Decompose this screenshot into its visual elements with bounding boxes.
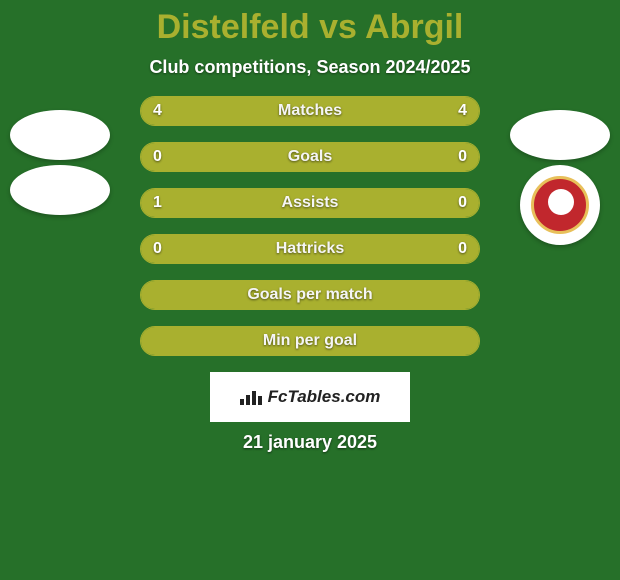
branding-text: FcTables.com [268,387,381,407]
stats-comparison: Matches44Goals00Assists10Hattricks00Goal… [140,96,480,356]
crest-shape-icon [531,176,589,234]
stat-row: Hattricks 0 0 [140,234,480,264]
stat-label: Hattricks [276,240,344,258]
stat-value-left: 4 [153,102,162,120]
stat-value-left: 0 [153,240,162,258]
stat-label: Goals [288,148,332,166]
team-logo-placeholder-icon [510,110,610,160]
title: Distelfeld vs Abrgil [0,8,620,47]
date-text: 21 january 2025 [0,432,620,453]
stat-row: Goals 0 0 [140,142,480,172]
stat-fill-right [310,143,479,171]
stat-value-left: 1 [153,194,162,212]
stat-label: Goals per match [247,286,372,304]
stat-fill-left [141,189,411,217]
stat-row: Assists 1 0 [140,188,480,218]
stat-fill-left [141,143,310,171]
team-logo-placeholder-icon [10,165,110,215]
bar-chart-icon [240,389,262,405]
stat-label: Min per goal [263,332,357,350]
team-logo-placeholder-icon [10,110,110,160]
stat-value-right: 4 [458,102,467,120]
stat-row: Matches 4 4 [140,96,480,126]
branding-badge: FcTables.com [210,372,410,422]
stat-value-left: 0 [153,148,162,166]
stat-value-right: 0 [458,240,467,258]
team-crest-icon [520,165,600,245]
stat-label: Matches [278,102,342,120]
stat-fill-right [411,189,479,217]
stat-row: Goals per match [140,280,480,310]
stat-value-right: 0 [458,194,467,212]
title-player-left: Distelfeld [157,8,310,46]
title-vs: vs [319,8,357,46]
title-player-right: Abrgil [365,8,463,46]
stat-value-right: 0 [458,148,467,166]
comparison-infographic: Distelfeld vs Abrgil Club competitions, … [0,0,620,580]
stat-row: Min per goal [140,326,480,356]
subtitle: Club competitions, Season 2024/2025 [0,57,620,78]
stat-label: Assists [282,194,339,212]
